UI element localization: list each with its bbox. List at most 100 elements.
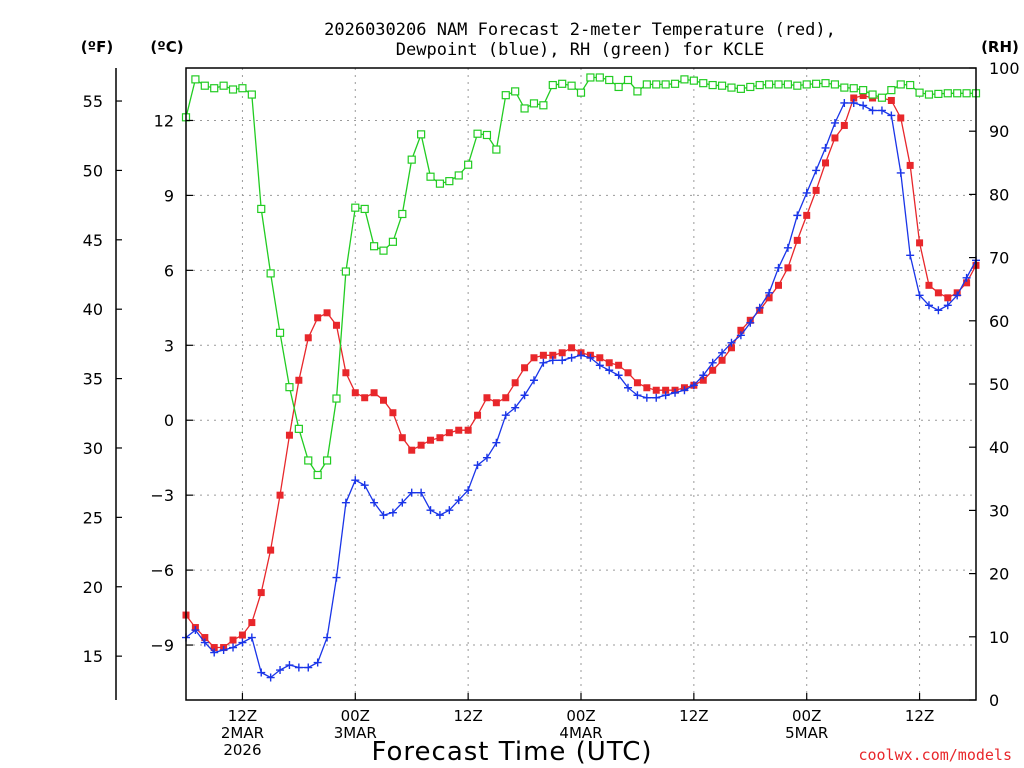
temperature-point [775, 281, 782, 289]
temperature-point [492, 399, 500, 407]
temperature-point [502, 394, 510, 402]
rh-point [407, 155, 416, 164]
dewpoint-point [793, 211, 802, 220]
rh-tick-label: 60 [989, 312, 1009, 331]
rh-point [708, 80, 717, 90]
temperature-point [784, 264, 792, 272]
celsius-tick-label: 9 [164, 186, 174, 205]
dewpoint-point [482, 453, 491, 462]
rh-tick-label: 10 [989, 628, 1009, 647]
credit-label: coolwx.com/models [858, 746, 1012, 764]
rh-tick-label: 80 [989, 185, 1009, 204]
dewpoint-point [868, 106, 877, 115]
dewpoint-point [802, 188, 811, 197]
temperature-point [483, 394, 491, 402]
dewpoint-point [896, 168, 905, 177]
x-tick-label: 3MAR [334, 724, 377, 742]
dewpoint-point [266, 673, 275, 682]
x-tick-label: 00Z [566, 707, 595, 725]
dewpoint-point [219, 646, 228, 655]
temperature-point [361, 394, 369, 402]
rh-point [586, 73, 595, 82]
temperature-point [699, 376, 707, 384]
rh-point [605, 75, 614, 85]
temperature-point [549, 351, 557, 359]
rh-point [774, 80, 783, 89]
rh-point [228, 85, 238, 94]
x-tick-label: 2026 [223, 741, 261, 759]
temperature-point [916, 239, 924, 247]
rh-point [464, 160, 473, 169]
dewpoint-point [614, 371, 623, 380]
rh-point [915, 88, 924, 97]
rh-point [492, 145, 501, 154]
dewpoint-point [257, 668, 266, 677]
temperature-point [342, 369, 350, 377]
celsius-tick-label: 6 [164, 261, 174, 280]
rh-point [812, 79, 821, 88]
dewpoint-point [708, 358, 717, 367]
fahrenheit-tick-label: 40 [83, 300, 103, 319]
x-tick-label: 12Z [453, 707, 482, 725]
temperature-point [934, 289, 942, 297]
rh-point [511, 87, 520, 96]
temperature-point [662, 386, 670, 394]
temperature-point [464, 426, 472, 434]
temperature-point [323, 309, 331, 317]
rh-point [529, 99, 539, 108]
x-tick-label: 12Z [905, 707, 934, 725]
dewpoint-point [624, 383, 633, 392]
temperature-point [558, 349, 566, 357]
rh-point [906, 80, 915, 90]
rh-point [266, 269, 275, 278]
rh-point [652, 80, 661, 89]
dewpoint-point [388, 508, 397, 517]
temperature-point [285, 431, 293, 439]
dewpoint-point [765, 288, 774, 297]
dewpoint-point [746, 318, 755, 327]
dewpoint-point [661, 391, 670, 400]
dewpoint-point [360, 481, 369, 490]
temperature-point [906, 161, 914, 169]
rh-point [755, 80, 764, 90]
celsius-tick-label: 12 [154, 111, 174, 130]
dewpoint-point [699, 371, 708, 380]
rh-point [699, 79, 708, 88]
dewpoint-point [294, 663, 303, 672]
dewpoint-point [210, 648, 219, 657]
temperature-point [605, 359, 613, 367]
dewpoint-point [859, 101, 868, 110]
dewpoint-point [680, 386, 689, 395]
rh-point [294, 424, 303, 433]
dewpoint-point [548, 356, 557, 365]
dewpoint-point [285, 661, 294, 670]
dewpoint-point [464, 486, 473, 495]
x-axis-title: Forecast Time (UTC) [371, 737, 652, 767]
rh-tick-label: 70 [989, 249, 1009, 268]
dewpoint-point [671, 388, 680, 397]
x-tick-label: 2MAR [221, 724, 264, 742]
temperature-point [427, 436, 435, 444]
rh-point [558, 79, 567, 88]
temperature-point [267, 546, 275, 554]
temperature-point [295, 376, 303, 384]
temperature-point [238, 631, 246, 639]
celsius-unit-label: (ºC) [150, 38, 183, 56]
dewpoint-point [341, 498, 350, 507]
rh-point [435, 179, 445, 188]
rh-point [746, 82, 755, 92]
temperature-point [314, 314, 322, 322]
temperature-point [727, 344, 735, 352]
dewpoint-point [595, 361, 604, 370]
dewpoint-point [783, 243, 792, 252]
temperature-point [276, 491, 284, 499]
rh-point [764, 80, 774, 89]
temperature-point [652, 386, 660, 394]
x-tick-label: 4MAR [559, 724, 602, 742]
rh-point [642, 80, 651, 89]
rh-point [548, 80, 557, 90]
x-tick-label: 00Z [792, 707, 821, 725]
temperature-point [530, 354, 538, 362]
dewpoint-point [567, 353, 576, 362]
